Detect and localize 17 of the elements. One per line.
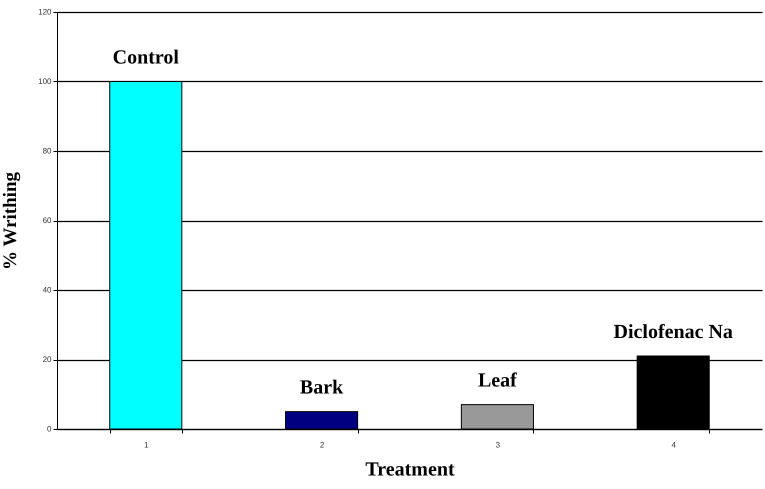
x-tick-label: 3 bbox=[496, 440, 501, 450]
annotation: Leaf bbox=[478, 370, 518, 392]
y-tick-label: 60 bbox=[42, 216, 52, 225]
y-tick-label: 20 bbox=[42, 355, 52, 364]
x-axis-title: Treatment bbox=[365, 458, 455, 480]
x-tick-label: 2 bbox=[320, 440, 325, 450]
annotation: Diclofenac Na bbox=[614, 321, 733, 344]
y-axis-title: % Writhing bbox=[0, 171, 22, 270]
annotation: Bark bbox=[300, 376, 344, 399]
y-tick-label: 100 bbox=[38, 77, 52, 86]
annotation: Control bbox=[112, 46, 180, 68]
y-tick-label: 0 bbox=[47, 424, 52, 434]
y-tick-label: 40 bbox=[42, 286, 52, 294]
y-tick-label: 120 bbox=[38, 8, 52, 16]
x-tick-label: 1 bbox=[144, 440, 150, 450]
y-tick-label: 80 bbox=[42, 146, 52, 156]
x-tick-label: 4 bbox=[671, 440, 676, 450]
